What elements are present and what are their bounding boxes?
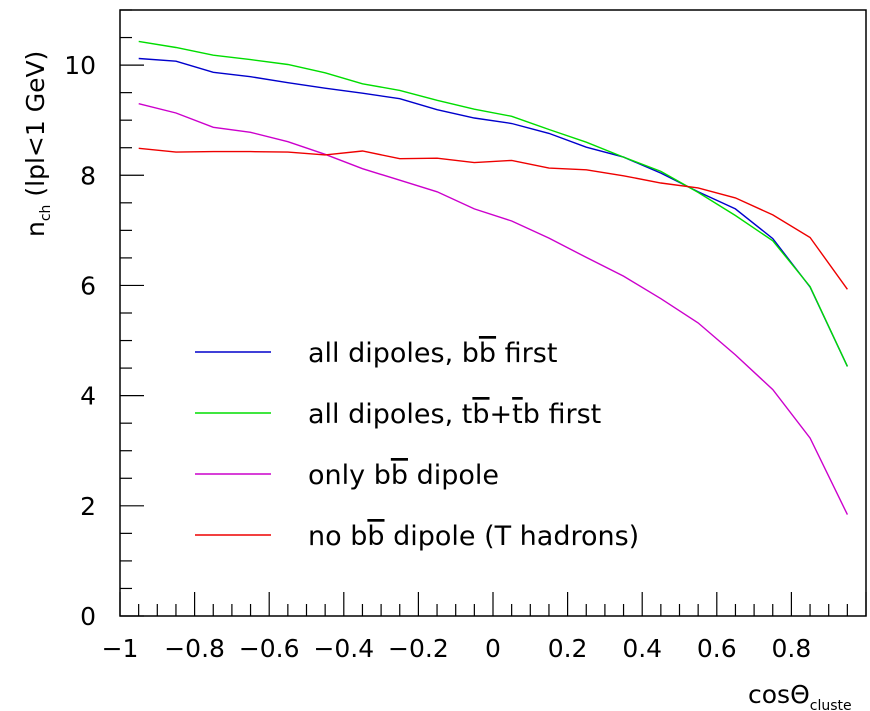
- axis-ticks-group: 0 2 4 6 8 10 −1 −0.8 −0.6 −0.4 −0.2 0 0.2 0.4 0.6 0.8: [64, 9, 867, 663]
- y-tick-label: 10: [64, 51, 96, 80]
- y-axis-label: nch (lpl<1 GeV): [21, 51, 54, 237]
- x-tick-label: −1: [102, 634, 139, 663]
- x-tick-label: −0.4: [313, 634, 374, 663]
- x-tick-label: −0.6: [239, 634, 300, 663]
- x-tick-label: −0.2: [388, 634, 449, 663]
- x-tick-label: 0.4: [622, 634, 662, 663]
- y-tick-label: 8: [80, 161, 96, 190]
- y-tick-label: 2: [80, 492, 96, 521]
- series-lines-group: [138, 40, 849, 515]
- series-line-2: [138, 40, 849, 367]
- series-line-1: [138, 57, 849, 367]
- x-tick-label: 0.8: [772, 634, 812, 663]
- x-tick-label: 0.2: [548, 634, 588, 663]
- legend-label: no bb dipole (T hadrons): [308, 521, 639, 552]
- x-tick-label: 0.6: [697, 634, 737, 663]
- y-tick-label: 4: [80, 382, 96, 411]
- series-line-3: [138, 103, 849, 515]
- x-tick-label: 0: [485, 634, 501, 663]
- x-axis-label: cosΘcluste: [748, 680, 852, 711]
- legend-label: all dipoles, bb first: [308, 338, 557, 369]
- y-tick-label: 6: [80, 271, 96, 300]
- series-line-4: [138, 147, 848, 290]
- y-tick-label: 0: [80, 602, 96, 631]
- legend-label: only bb dipole: [308, 460, 499, 491]
- legend-label: all dipoles, tb+tb first: [308, 399, 601, 430]
- legend: all dipoles, bb first all dipoles, tb+tb …: [195, 338, 639, 552]
- x-tick-label: −0.8: [164, 634, 225, 663]
